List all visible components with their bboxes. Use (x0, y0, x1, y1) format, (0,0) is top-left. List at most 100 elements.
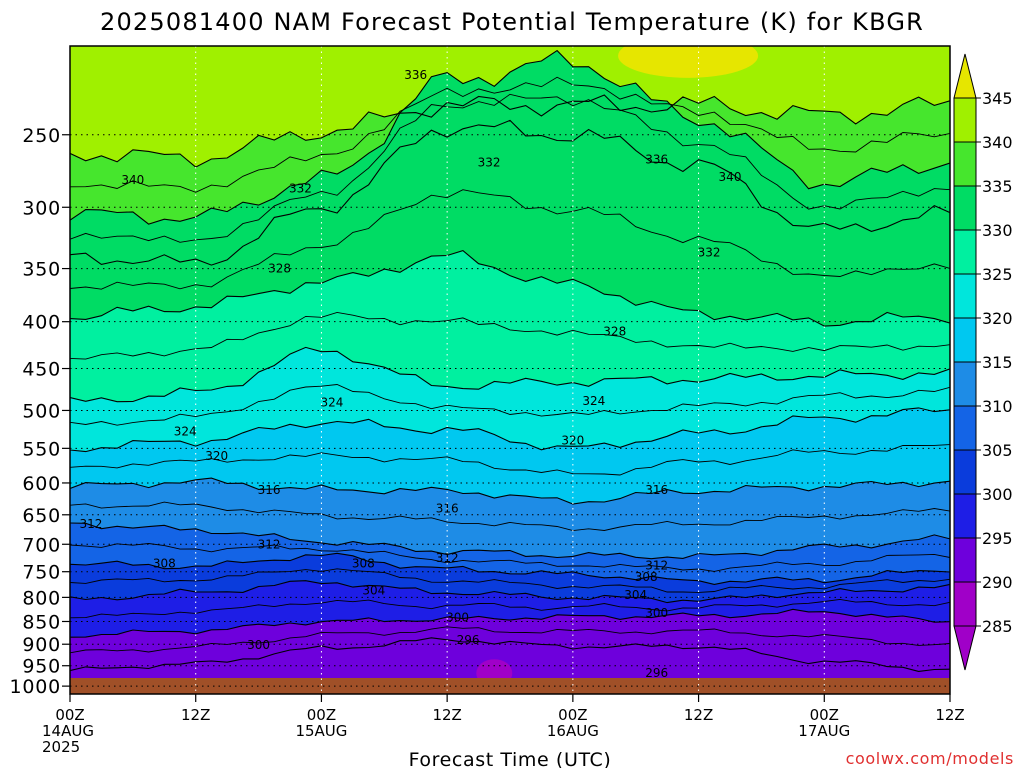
colorbar-label: 285 (982, 617, 1013, 636)
colorbar-swatch (953, 273, 977, 319)
warm-top (618, 46, 759, 78)
x-tick-label: 00Z (307, 706, 336, 724)
x-tick-label: 2025 (42, 738, 80, 756)
credit-link[interactable]: coolwx.com/models (846, 749, 1014, 768)
x-tick-label: 17AUG (798, 722, 850, 740)
contour-label: 340 (121, 173, 144, 187)
colorbar-extend-top (953, 53, 977, 99)
y-tick-label: 300 (22, 197, 61, 219)
colorbar-label: 315 (982, 353, 1013, 372)
contour-label: 308 (352, 557, 375, 571)
contour-320 (70, 407, 950, 453)
contour-label: 312 (79, 517, 102, 531)
colorbar-swatch (953, 185, 977, 231)
contour-label: 336 (404, 68, 427, 82)
y-tick-label: 850 (22, 611, 61, 633)
contour-intermediate (70, 189, 950, 290)
contour-label: 324 (174, 424, 197, 438)
contour-intermediate (70, 76, 950, 193)
colorbar-swatch (953, 405, 977, 451)
contour-intermediate (70, 93, 950, 243)
x-tick-label: 12Z (432, 706, 461, 724)
y-tick-label: 1000 (9, 676, 61, 698)
colorbar-swatch (953, 361, 977, 407)
colorbar-swatch (953, 537, 977, 583)
contour-300 (70, 608, 950, 638)
plot-frame (69, 45, 951, 695)
x-tick-label: 00Z (55, 706, 84, 724)
contour-label: 320 (561, 433, 584, 447)
colorbar-extend-bottom (953, 625, 977, 671)
colorbar-label: 295 (982, 529, 1013, 548)
contour-label: 300 (645, 606, 668, 620)
contour-label: 332 (478, 155, 501, 169)
contour-label: 328 (603, 325, 626, 339)
y-tick-label: 950 (22, 656, 61, 678)
contour-intermediate (70, 311, 950, 360)
contour-label: 324 (582, 394, 605, 408)
contour-intermediate (70, 626, 950, 654)
contour-intermediate (70, 501, 950, 532)
colorbar-label: 345 (982, 89, 1013, 108)
y-tick-label: 400 (22, 312, 61, 334)
y-tick-label: 750 (22, 562, 61, 584)
colorbar-label: 340 (982, 133, 1013, 152)
x-tick-label: 12Z (181, 706, 210, 724)
contour-label: 304 (624, 588, 647, 602)
contour-label: 336 (645, 152, 668, 166)
contour-324 (70, 346, 950, 403)
chart-title: 2025081400 NAM Forecast Potential Temper… (100, 8, 924, 36)
x-tick-label: 16AUG (547, 722, 599, 740)
contour-label: 312 (645, 558, 668, 572)
x-axis-label: Forecast Time (UTC) (409, 749, 612, 768)
contour-label: 300 (247, 638, 270, 652)
y-tick-label: 450 (22, 359, 61, 381)
colorbar-label: 325 (982, 265, 1013, 284)
colorbar-swatch (953, 229, 977, 275)
contour-label: 308 (635, 570, 658, 584)
colorbar-label: 335 (982, 177, 1013, 196)
colorbar: 345 340 335 330 325 320 315 310 305 300 295 290 285 (953, 53, 1013, 671)
x-tick-label: 12Z (935, 706, 964, 724)
contour-intermediate (70, 384, 950, 426)
contour-label: 296 (457, 633, 480, 647)
x-tick-label: 14AUG (42, 722, 94, 740)
colorbar-label: 305 (982, 441, 1013, 460)
y-axis: 2503003504004505005506006507007508008509… (9, 125, 70, 698)
colorbar-label: 320 (982, 309, 1013, 328)
contour-304 (70, 580, 950, 604)
contour-label: 316 (645, 483, 668, 497)
contour-328 (70, 249, 950, 327)
colorbar-label: 300 (982, 485, 1013, 504)
contour-label: 332 (289, 181, 312, 195)
colorbar-swatch (953, 141, 977, 187)
contour-340 (70, 94, 950, 168)
contour-308 (70, 552, 950, 585)
x-tick-label: 00Z (558, 706, 587, 724)
colorbar-label: 330 (982, 221, 1013, 240)
contour-label: 332 (698, 245, 721, 259)
contour-332 (70, 119, 950, 266)
contour-label: 308 (153, 557, 176, 571)
contour-intermediate (70, 543, 950, 572)
colorbar-swatch (953, 317, 977, 363)
contour-label: 340 (719, 170, 742, 184)
y-tick-label: 700 (22, 534, 61, 556)
contour-316 (70, 477, 950, 505)
colorbar-label: 290 (982, 573, 1013, 592)
contour-intermediate (70, 598, 950, 619)
y-tick-label: 250 (22, 125, 61, 147)
contour-label: 320 (205, 449, 228, 463)
contour-312 (70, 522, 950, 560)
x-tick-label: 00Z (810, 706, 839, 724)
contour-label: 316 (258, 483, 281, 497)
colorbar-label: 310 (982, 397, 1013, 416)
x-tick-label: 15AUG (295, 722, 347, 740)
y-tick-label: 800 (22, 587, 61, 609)
contour-intermediate (70, 444, 950, 476)
contour-label: 304 (362, 583, 385, 597)
contour-296 (70, 637, 950, 672)
